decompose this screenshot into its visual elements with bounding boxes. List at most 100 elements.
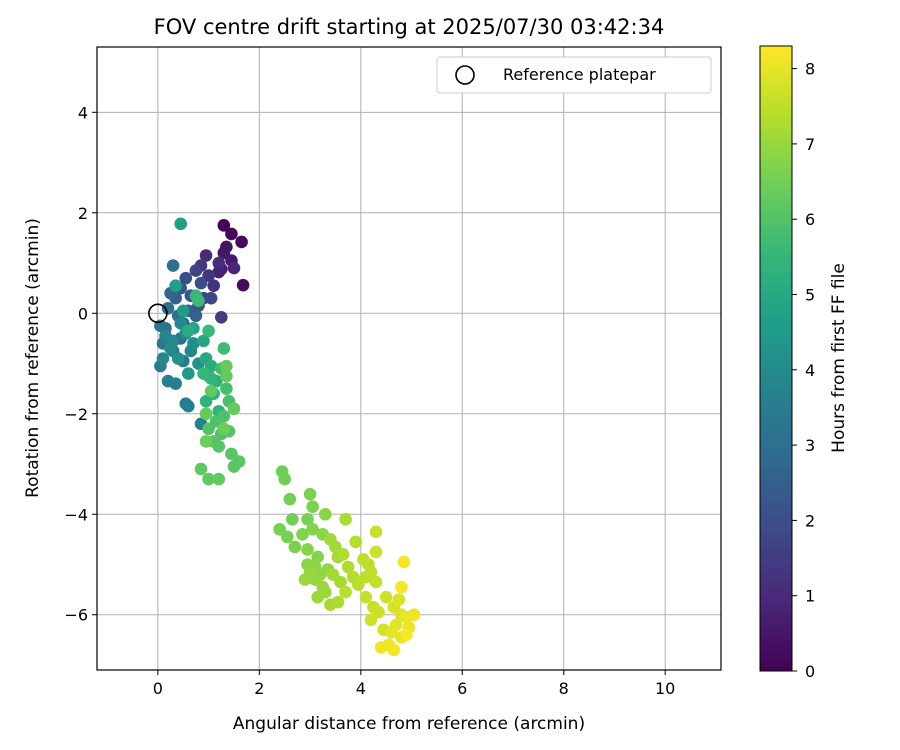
data-point	[199, 394, 213, 408]
y-tick-label: 4	[78, 103, 88, 122]
colorbar-tick-label: 5	[805, 285, 815, 304]
data-point	[212, 256, 226, 270]
colorbar-ticks: 0 1 2 3 4 5 6 7 8	[792, 60, 815, 681]
data-point	[364, 565, 378, 579]
data-point	[189, 309, 203, 323]
x-tick-label: 4	[356, 679, 366, 698]
data-point	[182, 399, 195, 413]
data-point	[334, 575, 347, 589]
x-tick-label: 2	[254, 679, 264, 698]
reference-marker	[148, 303, 168, 324]
data-point	[384, 626, 398, 639]
colorbar-tick-label: 6	[805, 210, 815, 229]
data-point	[161, 374, 175, 388]
data-point	[202, 324, 215, 338]
colorbar	[759, 45, 793, 672]
data-point	[212, 265, 226, 279]
data-point	[199, 249, 213, 262]
x-tick-label: 8	[559, 679, 569, 698]
data-point	[296, 528, 309, 541]
y-tick-label: −4	[64, 505, 88, 524]
y-axis-ticks: 4 2 0 −2 −4 −6	[64, 103, 97, 625]
colorbar-tick-label: 1	[805, 587, 815, 606]
data-point	[397, 555, 411, 569]
colorbar-tick-label: 8	[805, 60, 815, 79]
data-point	[387, 643, 401, 657]
data-point	[220, 359, 233, 373]
data-point	[161, 301, 175, 315]
data-point	[220, 382, 233, 395]
data-point	[166, 259, 180, 272]
data-point	[303, 487, 317, 501]
data-point	[164, 342, 177, 355]
data-point	[187, 337, 200, 350]
colorbar-tick-label: 0	[805, 662, 815, 681]
data-point	[339, 585, 352, 599]
data-point	[357, 553, 370, 566]
data-point	[194, 276, 208, 290]
data-point	[288, 540, 302, 554]
data-point	[217, 342, 231, 355]
data-point	[225, 227, 238, 241]
colorbar-tick-label: 4	[805, 361, 815, 380]
data-point	[176, 304, 190, 318]
data-point	[286, 512, 299, 526]
x-axis-ticks: 0 2 4 6 8 10	[153, 670, 675, 698]
data-point	[204, 384, 218, 398]
data-point	[400, 628, 413, 642]
data-point	[359, 590, 373, 604]
data-points	[154, 217, 421, 657]
data-point	[182, 324, 195, 338]
data-point	[217, 422, 231, 436]
x-tick-label: 0	[153, 679, 163, 698]
legend: Reference platepar	[436, 56, 712, 94]
data-point	[364, 613, 378, 627]
data-point	[182, 367, 195, 380]
plot-frame	[96, 46, 722, 671]
chart-title: FOV centre drift starting at 2025/07/30 …	[154, 15, 665, 39]
colorbar-label: Hours from first FF file	[829, 263, 849, 453]
y-tick-label: −6	[64, 606, 88, 625]
data-point	[171, 352, 185, 365]
x-tick-label: 6	[457, 679, 467, 698]
y-tick-label: −2	[64, 405, 88, 424]
colorbar-tick-label: 2	[805, 511, 815, 530]
data-point	[369, 545, 383, 559]
legend-box	[436, 56, 712, 94]
data-point	[199, 407, 213, 421]
data-point	[339, 512, 352, 526]
data-point	[280, 530, 294, 544]
data-point	[379, 590, 393, 604]
data-point	[212, 440, 226, 453]
data-point	[318, 585, 332, 599]
data-point	[179, 271, 193, 285]
y-tick-label: 0	[78, 304, 88, 323]
data-point	[199, 435, 213, 448]
x-tick-label: 10	[655, 679, 675, 698]
data-point	[407, 608, 421, 622]
data-point	[214, 311, 228, 324]
data-point	[189, 264, 203, 277]
data-point	[395, 580, 408, 594]
data-point	[197, 334, 210, 348]
data-point	[318, 507, 332, 521]
data-point	[311, 550, 324, 564]
data-point	[278, 472, 292, 486]
data-point	[236, 278, 250, 292]
data-point	[336, 548, 350, 561]
data-point	[301, 543, 314, 556]
data-point	[212, 472, 226, 486]
data-point	[192, 294, 205, 308]
data-point	[235, 235, 248, 249]
data-point	[207, 279, 220, 292]
data-point	[169, 279, 182, 292]
data-point	[202, 472, 215, 486]
data-point	[369, 575, 383, 589]
data-point	[197, 367, 210, 380]
data-point	[194, 462, 208, 476]
x-axis-label: Angular distance from reference (arcmin)	[233, 714, 585, 734]
data-point	[217, 219, 231, 232]
legend-marker	[455, 65, 475, 85]
colorbar-tick-label: 3	[805, 436, 815, 455]
